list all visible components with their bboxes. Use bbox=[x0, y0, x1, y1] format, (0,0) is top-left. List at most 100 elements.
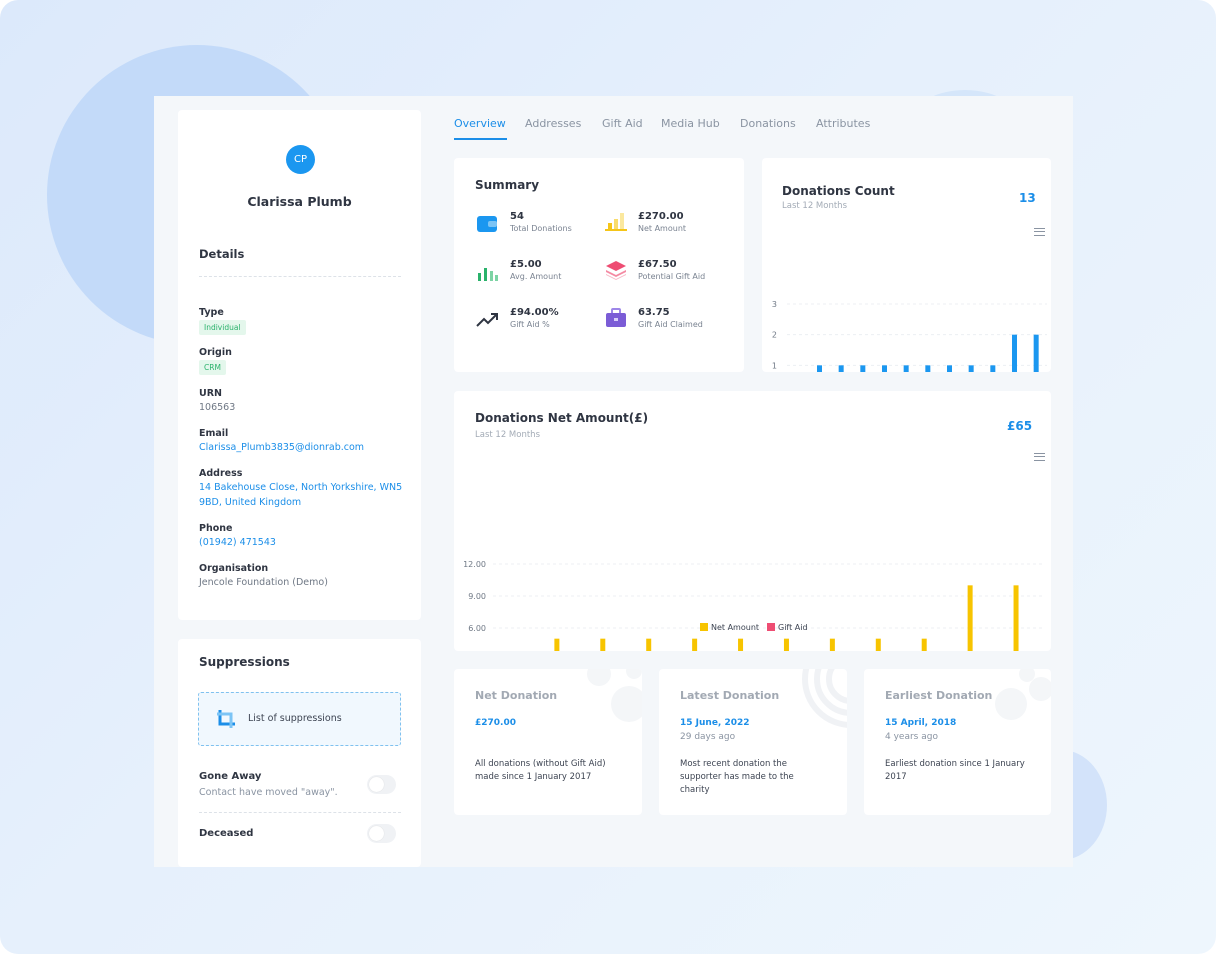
organisation-label: Organisation bbox=[199, 563, 269, 574]
donations-count-subtitle: Last 12 Months bbox=[782, 201, 847, 211]
earliest-donation-title: Earliest Donation bbox=[885, 689, 993, 702]
summary-value: £67.50 bbox=[638, 259, 677, 270]
summary-value: 63.75 bbox=[638, 307, 670, 318]
address-line-1[interactable]: 14 Bakehouse Close, North Yorkshire, WN5 bbox=[199, 482, 403, 493]
donations-count-total: 13 bbox=[1019, 191, 1036, 205]
briefcase-icon bbox=[606, 308, 626, 327]
gone-away-desc: Contact have moved "away". bbox=[199, 787, 338, 798]
suppressions-title: Suppressions bbox=[199, 655, 290, 669]
earliest-donation-desc: Earliest donation since 1 January 2017 bbox=[885, 759, 1025, 782]
net-donation-card: Net Donation £270.00 All donations (with… bbox=[454, 669, 642, 815]
bar bbox=[882, 365, 887, 372]
earliest-donation-ago: 4 years ago bbox=[885, 732, 938, 742]
origin-label: Origin bbox=[199, 347, 232, 358]
bar bbox=[903, 365, 909, 372]
tab-donations[interactable]: Donations bbox=[740, 117, 796, 130]
bar bbox=[947, 365, 952, 372]
tab-attributes[interactable]: Attributes bbox=[816, 117, 871, 130]
summary-card: Summary 54 Total Donations £270.00 Net A… bbox=[454, 158, 744, 372]
bar bbox=[968, 365, 974, 372]
suppressions-list-label: List of suppressions bbox=[248, 713, 342, 724]
email-label: Email bbox=[199, 428, 229, 439]
layers-icon bbox=[606, 261, 626, 280]
organisation-value: Jencole Foundation (Demo) bbox=[199, 577, 328, 588]
tab-gift-aid[interactable]: Gift Aid bbox=[602, 117, 643, 130]
phone-label: Phone bbox=[199, 523, 233, 534]
profile-card: CP Clarissa Plumb Details Type Individua… bbox=[178, 110, 421, 620]
contact-name: Clarissa Plumb bbox=[247, 194, 352, 209]
bar bbox=[554, 638, 560, 651]
bar bbox=[692, 638, 698, 651]
summary-label: Gift Aid Claimed bbox=[638, 320, 703, 329]
type-badge: Individual bbox=[199, 320, 246, 335]
gone-away-toggle[interactable] bbox=[367, 775, 396, 794]
chart-menu-icon[interactable] bbox=[1034, 228, 1045, 236]
bar bbox=[967, 585, 973, 651]
phone-link[interactable]: (01942) 471543 bbox=[199, 537, 276, 548]
donations-net-card: Donations Net Amount(£) Last 12 Months £… bbox=[454, 391, 1051, 651]
email-link[interactable]: Clarissa_Plumb3835@dionrab.com bbox=[199, 442, 365, 453]
bar-growth-icon bbox=[605, 213, 627, 231]
bar bbox=[829, 638, 835, 651]
chart-menu-icon[interactable] bbox=[1034, 453, 1045, 461]
net-donation-desc: All donations (without Gift Aid) made si… bbox=[475, 759, 606, 782]
tab-addresses[interactable]: Addresses bbox=[525, 117, 582, 130]
address-line-2[interactable]: 9BD, United Kingdom bbox=[199, 497, 302, 508]
bar bbox=[925, 365, 931, 372]
deceased-label: Deceased bbox=[199, 828, 254, 839]
donations-count-card: Donations Count Last 12 Months 13 0123Ju… bbox=[762, 158, 1051, 372]
donations-net-subtitle: Last 12 Months bbox=[475, 430, 540, 440]
bar bbox=[646, 638, 652, 651]
divider bbox=[199, 276, 401, 277]
summary-value: £5.00 bbox=[510, 259, 542, 270]
summary-title: Summary bbox=[475, 178, 540, 192]
suppressions-card: Suppressions List of suppressions Gone A… bbox=[178, 639, 421, 867]
bar bbox=[875, 638, 881, 651]
latest-donation-value: 15 June, 2022 bbox=[680, 718, 750, 728]
donations-net-total: £65 bbox=[1007, 419, 1033, 433]
latest-donation-ago: 29 days ago bbox=[680, 732, 736, 742]
summary-value: 54 bbox=[510, 211, 524, 222]
bar bbox=[600, 638, 606, 651]
decor-shape bbox=[995, 669, 1051, 720]
bar bbox=[817, 365, 822, 372]
deceased-toggle[interactable] bbox=[367, 824, 396, 843]
donations-net-chart: 0.003.006.009.0012.00JulJunMayAprMarFebJ… bbox=[463, 560, 1044, 651]
details-title: Details bbox=[199, 247, 245, 261]
crop-icon bbox=[217, 710, 235, 728]
bar bbox=[1012, 334, 1017, 372]
tab-media-hub[interactable]: Media Hub bbox=[661, 117, 720, 130]
summary-value: £270.00 bbox=[638, 211, 684, 222]
donations-count-chart: 0123JulJunMayAprMarFebJanDecNovOctSeptAu… bbox=[772, 300, 1047, 372]
suppressions-list-button[interactable]: List of suppressions bbox=[198, 692, 401, 746]
net-donation-value: £270.00 bbox=[475, 718, 516, 728]
avatar[interactable]: CP bbox=[286, 145, 315, 174]
summary-value: £94.00% bbox=[510, 307, 559, 318]
earliest-donation-value: 15 April, 2018 bbox=[885, 718, 957, 728]
tab-overview[interactable]: Overview bbox=[454, 117, 506, 130]
bar bbox=[921, 638, 927, 651]
trend-up-icon bbox=[476, 313, 498, 327]
latest-donation-title: Latest Donation bbox=[680, 689, 780, 702]
bar bbox=[990, 365, 996, 372]
bar bbox=[838, 365, 844, 372]
earliest-donation-card: Earliest Donation 15 April, 2018 4 years… bbox=[864, 669, 1051, 815]
bars-icon bbox=[478, 268, 498, 281]
y-tick-label: 2 bbox=[772, 331, 777, 340]
donations-count-title: Donations Count bbox=[782, 184, 895, 198]
app-panel: CP Clarissa Plumb Details Type Individua… bbox=[154, 96, 1073, 867]
divider bbox=[199, 812, 401, 813]
decor-shape bbox=[802, 669, 847, 728]
legend-swatch bbox=[767, 623, 775, 631]
y-tick-label: 3 bbox=[772, 300, 777, 309]
active-tab-indicator bbox=[454, 138, 507, 140]
legend-label: Gift Aid bbox=[778, 623, 808, 632]
gone-away-label: Gone Away bbox=[199, 771, 262, 782]
latest-donation-desc: Most recent donation the supporter has m… bbox=[680, 759, 794, 795]
y-tick-label: 1 bbox=[772, 361, 777, 370]
decor-shape bbox=[587, 669, 642, 722]
y-tick-label: 9.00 bbox=[468, 592, 486, 601]
type-label: Type bbox=[199, 307, 224, 318]
bar bbox=[1033, 334, 1039, 372]
wallet-icon bbox=[477, 216, 497, 232]
